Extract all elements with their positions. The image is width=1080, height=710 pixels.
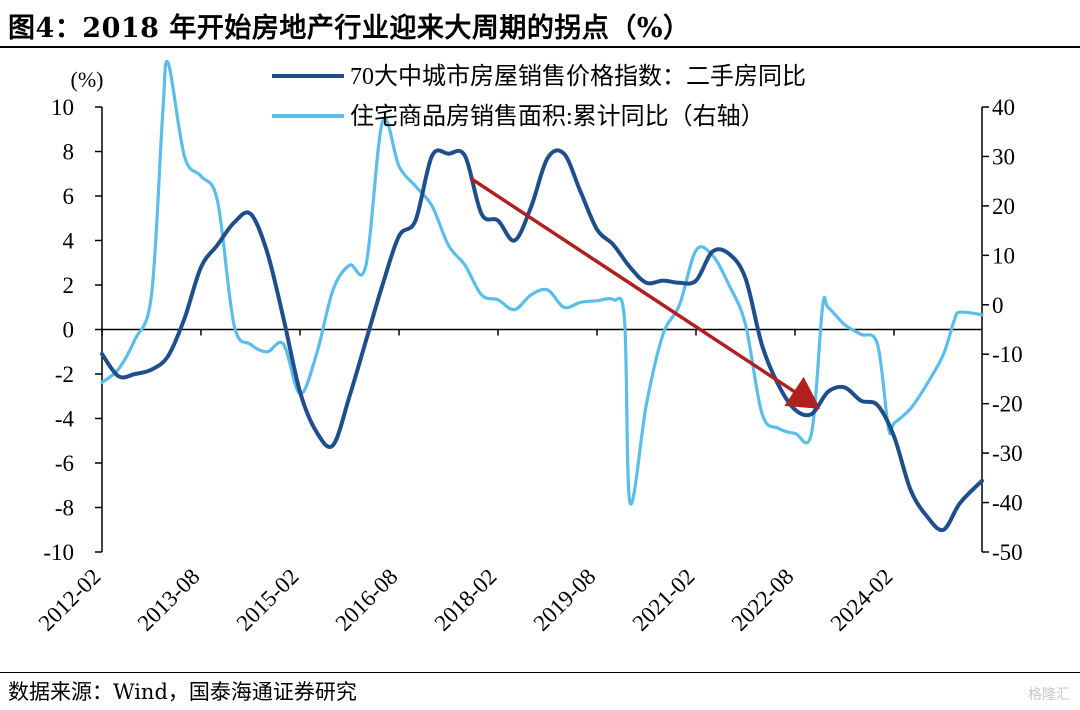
x-tick-label: 2016-08 [331,564,403,636]
y-left-tick-label: 2 [63,273,75,298]
source-divider [0,672,1080,673]
y-right-tick-label: 0 [992,293,1004,318]
y-left-tick-label: -2 [55,362,74,387]
legend: 70大中城市房屋销售价格指数：二手房同比 住宅商品房销售面积:累计同比（右轴） [272,63,806,130]
x-tick-label: 2013-08 [133,564,205,636]
watermark: 格隆汇 [1028,687,1070,703]
line-chart: (%)-10-8-6-4-20246810-50-40-30-20-100102… [34,59,1023,636]
y-left-tick-label: -4 [55,407,75,432]
figure-title: 图4：2018 年开始房地产行业迎来大周期的拐点（%） [8,13,691,44]
y-right-tick-label: 40 [992,95,1015,120]
y-left-tick-label: 0 [63,318,75,343]
y-right-tick-label: -10 [992,342,1023,367]
y-left-tick-label: 6 [63,184,75,209]
x-tick-label: 2018-02 [430,564,502,636]
legend-label-series-2: 住宅商品房销售面积:累计同比（右轴） [350,103,765,130]
series-line-2 [100,59,984,506]
y-axis-left-unit: (%) [71,67,104,92]
y-left-tick-label: 4 [63,229,75,254]
series-line-1 [100,148,984,533]
y-right-tick-label: 30 [992,144,1015,169]
x-tick-label: 2012-02 [34,564,106,636]
legend-label-series-1: 70大中城市房屋销售价格指数：二手房同比 [350,63,806,90]
y-left-tick-label: -8 [55,496,74,521]
x-tick-label: 2019-08 [529,564,601,636]
y-right-tick-label: -30 [992,441,1023,466]
y-right-tick-label: 20 [992,194,1015,219]
y-right-tick-label: -20 [992,392,1023,417]
source-note: 数据来源：Wind，国泰海通证券研究 [8,680,357,704]
annotation-layer [469,176,821,409]
x-tick-label: 2024-02 [826,564,898,636]
series-layer [100,59,984,533]
y-left-tick-label: 8 [63,140,75,165]
x-tick-label: 2021-02 [628,564,700,636]
trend-arrow [469,176,821,409]
y-right-tick-label: -40 [992,491,1023,516]
y-right-tick-label: -50 [992,540,1023,565]
y-right-tick-label: 10 [992,243,1015,268]
y-left-tick-label: -6 [55,451,74,476]
x-tick-label: 2015-02 [232,564,304,636]
title-divider [0,46,1080,48]
x-tick-label: 2022-08 [727,564,799,636]
y-left-tick-label: 10 [51,95,74,120]
y-left-tick-label: -10 [43,540,74,565]
